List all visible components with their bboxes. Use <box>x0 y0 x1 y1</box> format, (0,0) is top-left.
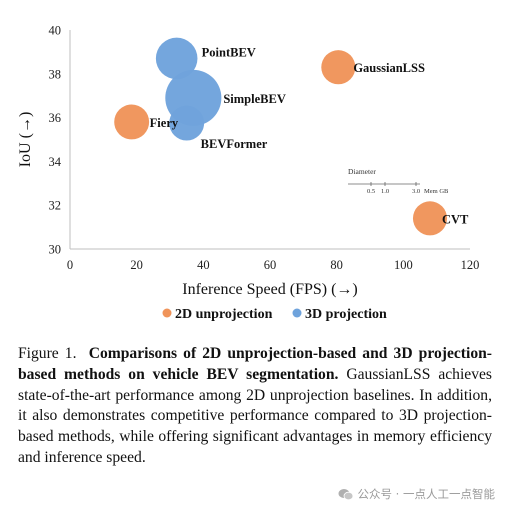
size-legend-tick-label: 0.5 <box>367 188 375 195</box>
bubble-gaussianlss <box>321 50 356 85</box>
bubble-pointbev <box>155 37 198 80</box>
size-legend-tick-label: 3.0 <box>412 188 420 195</box>
legend-marker-1 <box>162 308 172 318</box>
wechat-icon <box>338 488 354 501</box>
point-label-cvt: CVT <box>442 212 469 226</box>
x-tick-label: 60 <box>264 258 277 272</box>
y-tick-label: 40 <box>49 24 62 38</box>
x-tick-label: 100 <box>394 258 413 272</box>
y-tick-label: 32 <box>49 199 62 213</box>
x-tick-label: 120 <box>461 258 480 272</box>
chart-svg: 0 20 40 60 80 100 120 30 32 34 36 38 40 Inference Spe… <box>17 24 480 323</box>
bubble-cvt <box>412 201 448 236</box>
x-axis-label: Inference Speed (FPS) (→) <box>182 281 358 298</box>
x-tick-label: 40 <box>197 258 210 272</box>
legend-label-1: 2D unprojection <box>175 307 273 322</box>
figure-label: Figure 1. <box>18 345 77 362</box>
point-label-pointbev: PointBEV <box>202 45 256 59</box>
size-legend-unit: Mem GB <box>424 188 449 195</box>
y-tick-label: 38 <box>49 67 62 81</box>
y-axis-label: IoU (→) <box>17 112 34 168</box>
y-tick-label: 36 <box>49 111 62 125</box>
x-tick-label: 80 <box>330 258 343 272</box>
legend-marker-2 <box>292 308 302 318</box>
caption-bold-text: Comparisons of 2D unprojection-based and… <box>18 345 492 383</box>
size-legend-title: Diameter <box>348 167 376 176</box>
size-legend-tick-label: 1.0 <box>381 188 389 195</box>
y-tick-label: 34 <box>49 155 62 169</box>
point-label-bevformer: BEVFormer <box>201 137 268 151</box>
watermark-text: 公众号 · 一点人工一点智能 <box>357 487 495 501</box>
legend-label-2: 3D projection <box>305 307 387 322</box>
y-tick-label: 30 <box>49 243 62 257</box>
point-label-gaussianlss: GaussianLSS <box>353 61 425 75</box>
x-tick-label: 20 <box>130 258 143 272</box>
point-label-fiery: Fiery <box>150 116 179 130</box>
bubble-bevformer <box>169 105 205 141</box>
watermark: 公众号 · 一点人工一点智能 <box>338 486 495 502</box>
x-tick-label: 0 <box>67 258 73 272</box>
point-label-simplebev: SimpleBEV <box>223 92 286 106</box>
figure-caption: Figure 1. Comparisons of 2D unprojection… <box>18 344 492 469</box>
bubble-fiery <box>114 104 150 140</box>
chart: 0 20 40 60 80 100 120 30 32 34 36 38 40 Inference Spe… <box>17 24 480 323</box>
caption-body-text: GaussianLSS achieves state-of-the-art pe… <box>18 365 492 466</box>
